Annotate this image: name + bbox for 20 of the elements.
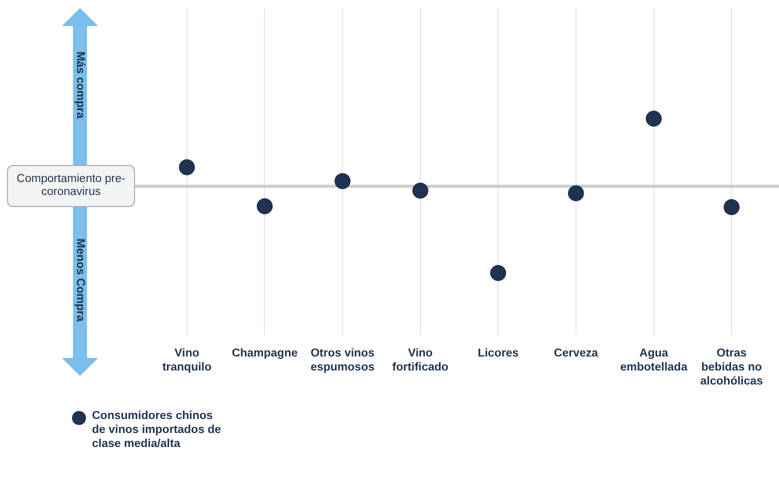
x-tick-label: Otras bebidas no alcohólicas: [700, 348, 763, 388]
point: [256, 198, 273, 214]
point: [724, 199, 740, 216]
x-tick-label: Licores: [478, 348, 519, 360]
x-tick-label: Agua embotellada: [620, 348, 688, 374]
x-tick-label: Otros vinos espumosos: [310, 348, 374, 374]
point: [334, 173, 351, 190]
point: [646, 110, 662, 127]
legend-label: Consumidores chinos de vinos importados de clase media/alta: [92, 410, 222, 452]
point: [412, 182, 428, 199]
x-tick-label: Vino tranquilo: [162, 348, 212, 374]
point: [178, 159, 195, 176]
x-tick-label: Champagne: [232, 348, 298, 360]
point: [568, 185, 584, 202]
x-tick-label: Vino fortificado: [392, 348, 448, 374]
point: [490, 265, 506, 282]
x-tick-label: Cerveza: [554, 348, 599, 360]
text: Menos Compra: [74, 238, 86, 322]
ref-line-label: Comportamiento pre-coronavirus: [7, 165, 135, 208]
text: Más compra: [74, 52, 86, 119]
